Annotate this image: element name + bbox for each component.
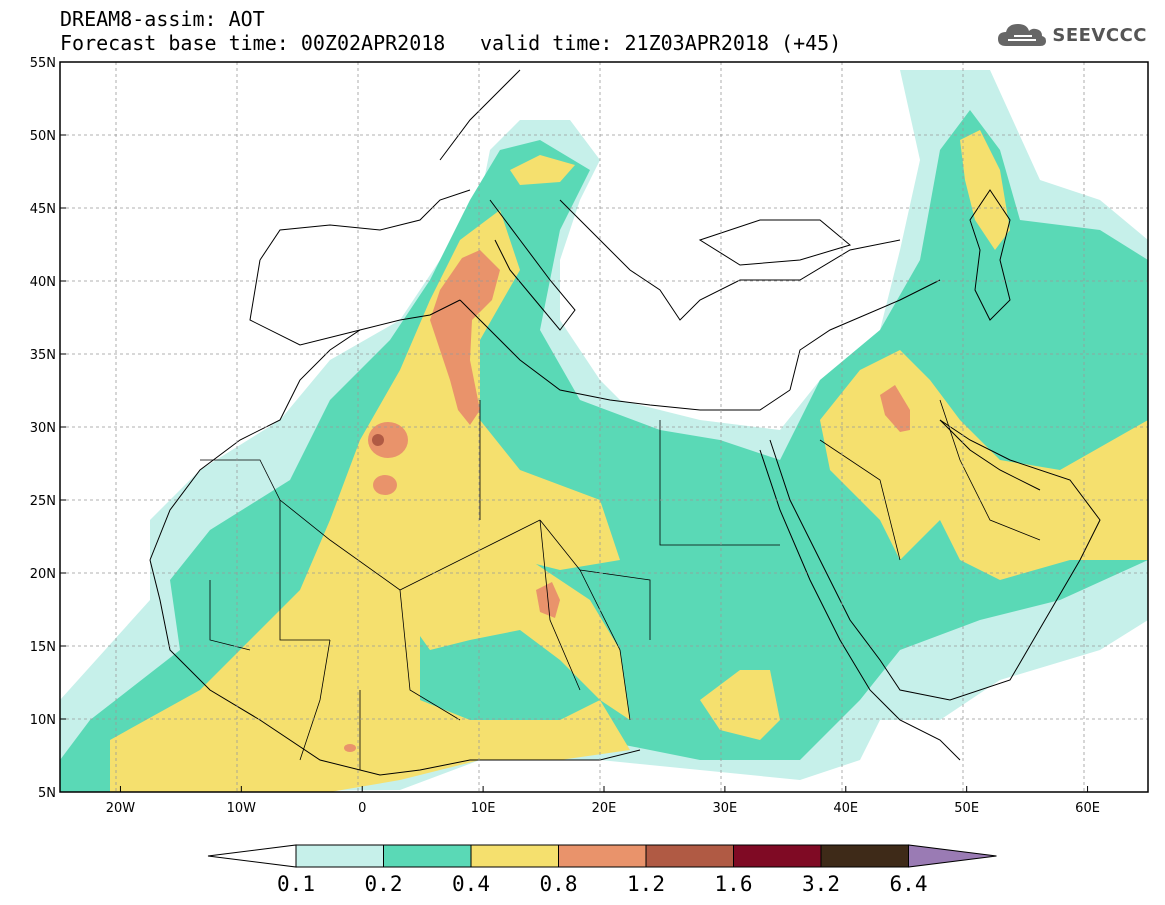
graticule: [60, 62, 1148, 792]
aot-fields: [60, 70, 1148, 792]
lat-label-30N: 30N: [30, 421, 56, 436]
lat-label-5N: 5N: [38, 786, 56, 801]
colorbar-min-arrow: [207, 844, 297, 868]
colorbar-label: 3.2: [802, 872, 840, 896]
longitude-labels: 20W 10W 0 10E 20E 30E 40E 50E 60E: [106, 786, 1100, 816]
forecast-base-time: Forecast base time: 00Z02APR2018: [60, 31, 446, 55]
colorbar-label: 0.4: [452, 872, 490, 896]
map-title: DREAM8-assim: AOT: [60, 7, 265, 31]
lon-label-30E: 30E: [713, 801, 738, 816]
colorbar-segment: [820, 844, 909, 868]
lon-label-20E: 20E: [592, 801, 617, 816]
lat-label-25N: 25N: [30, 494, 56, 509]
lat-label-10N: 10N: [30, 713, 56, 728]
lat-label-40N: 40N: [30, 275, 56, 290]
seevccc-logo: SEEVCCC: [996, 22, 1147, 48]
colorbar-segment: [470, 844, 559, 868]
colorbar-max-arrow: [908, 844, 997, 868]
colorbar-label: 0.1: [277, 872, 315, 896]
colorbar-label: 6.4: [889, 872, 928, 896]
colorbar-segment: [295, 844, 384, 868]
lon-label-60E: 60E: [1075, 801, 1100, 816]
latitude-labels: 55N 50N 45N 40N 35N 30N 25N 20N 15N 10N 5N: [30, 56, 66, 801]
colorbar-segment: [733, 844, 822, 868]
lat-label-15N: 15N: [30, 640, 56, 655]
colorbar-label: 0.8: [539, 872, 578, 896]
country-borders: [200, 399, 1041, 770]
lat-label-35N: 35N: [30, 348, 56, 363]
lon-label-10W: 10W: [227, 801, 257, 816]
lon-label-0: 0: [358, 801, 366, 816]
valid-time: valid time: 21Z03APR2018 (+45): [480, 31, 842, 55]
lat-label-50N: 50N: [30, 129, 56, 144]
colorbar-label: 1.2: [627, 872, 665, 896]
colorbar: [207, 844, 997, 868]
lon-label-50E: 50E: [954, 801, 979, 816]
lat-label-45N: 45N: [30, 202, 56, 217]
lat-label-55N: 55N: [30, 56, 56, 71]
colorbar-segment: [645, 844, 734, 868]
lon-label-40E: 40E: [833, 801, 858, 816]
logo-text: SEEVCCC: [1052, 24, 1147, 46]
lat-label-20N: 20N: [30, 567, 56, 582]
colorbar-label: 1.6: [714, 872, 753, 896]
lon-label-10E: 10E: [471, 801, 496, 816]
lon-label-20W: 20W: [106, 801, 136, 816]
colorbar-segment: [558, 844, 647, 868]
coastlines: [149, 69, 1101, 776]
cloud-icon: [998, 24, 1047, 46]
colorbar-label: 0.2: [364, 872, 403, 896]
colorbar-segment: [383, 844, 472, 868]
